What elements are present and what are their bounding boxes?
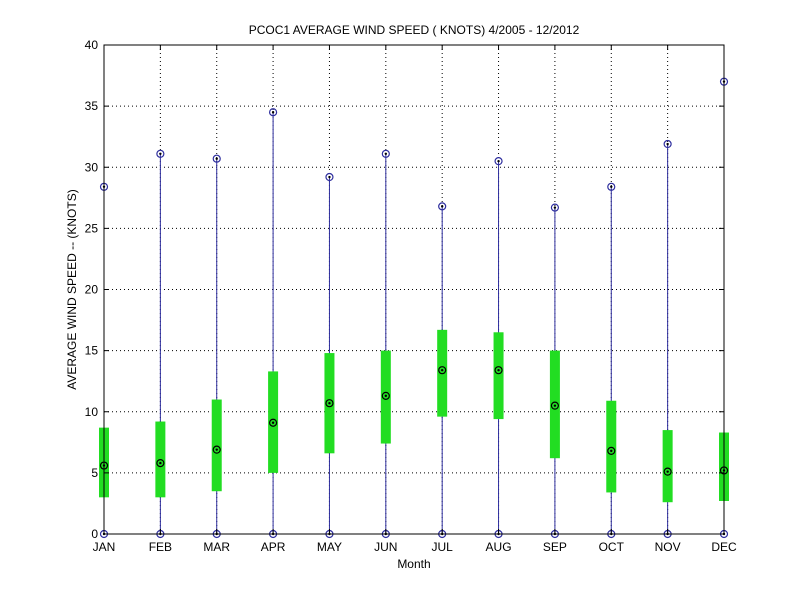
- x-axis-title: Month: [397, 557, 430, 571]
- median-marker-dot: [666, 470, 669, 473]
- axis-ticks: 0 5 10 15 20 25 30 35 40 JAN FEB MAR APR MAY JUN JUL AUG…: [85, 38, 737, 554]
- box-apr: [268, 108, 279, 539]
- median-marker: [550, 401, 560, 410]
- median-marker: [381, 391, 390, 400]
- x-tick-label: JAN: [93, 540, 116, 554]
- max-marker: [268, 108, 278, 117]
- x-tick-label: JUN: [374, 540, 397, 554]
- box-series: [99, 77, 729, 539]
- y-tick-label: 25: [85, 221, 99, 235]
- median-marker: [268, 418, 278, 427]
- median-marker: [663, 467, 672, 476]
- max-marker-dot: [215, 157, 218, 160]
- box-jun: [380, 149, 391, 539]
- median-marker: [325, 399, 334, 408]
- median-marker-dot: [384, 394, 388, 398]
- median-marker-dot: [328, 401, 331, 405]
- max-marker-dot: [553, 206, 557, 209]
- max-marker: [212, 154, 221, 163]
- median-marker: [438, 366, 447, 375]
- x-tick-label: JUL: [432, 540, 454, 554]
- y-tick-label: 20: [85, 283, 99, 297]
- max-marker-dot: [384, 152, 388, 156]
- x-tick-label: SEP: [543, 540, 567, 554]
- median-marker-dot: [497, 368, 500, 372]
- box-feb: [155, 149, 166, 539]
- y-tick-label: 10: [85, 405, 99, 419]
- box-mar: [211, 154, 222, 539]
- y-tick-label: 0: [91, 527, 98, 541]
- x-tick-label: MAY: [317, 540, 342, 554]
- y-tick-label: 40: [85, 38, 99, 52]
- x-tick-label: MAR: [203, 540, 230, 554]
- max-marker-dot: [271, 111, 275, 114]
- median-marker: [156, 458, 165, 468]
- max-marker-dot: [666, 142, 669, 146]
- median-marker-dot: [610, 449, 613, 453]
- y-tick-label: 5: [91, 466, 98, 480]
- median-marker-dot: [440, 368, 444, 372]
- max-marker: [156, 149, 165, 158]
- chart-title: PCOC1 AVERAGE WIND SPEED ( KNOTS) 4/2005…: [249, 23, 580, 37]
- iqr-box: [606, 400, 617, 493]
- max-marker-dot: [497, 159, 500, 163]
- x-tick-label: FEB: [149, 540, 172, 554]
- x-tick-label: DEC: [711, 540, 737, 554]
- max-marker-dot: [440, 205, 444, 208]
- y-axis-title: AVERAGE WIND SPEED -- (KNOTS): [65, 189, 79, 389]
- max-marker: [325, 172, 334, 182]
- median-marker-dot: [271, 421, 275, 424]
- max-marker: [438, 202, 447, 211]
- median-marker-dot: [159, 461, 162, 465]
- max-marker: [494, 157, 503, 166]
- max-marker-dot: [328, 175, 331, 179]
- median-marker-dot: [215, 448, 218, 451]
- max-marker: [381, 149, 390, 158]
- box-oct: [606, 182, 617, 539]
- median-marker: [607, 446, 616, 455]
- x-tick-label: AUG: [486, 540, 512, 554]
- iqr-box: [549, 350, 560, 459]
- iqr-box: [380, 350, 391, 444]
- y-tick-label: 15: [85, 344, 99, 358]
- grid-lines: [104, 45, 724, 534]
- box-aug: [493, 157, 504, 539]
- box-sep: [549, 203, 560, 539]
- y-tick-label: 30: [85, 160, 99, 174]
- max-marker-dot: [159, 152, 162, 156]
- box-jul: [437, 202, 448, 539]
- median-marker-dot: [553, 404, 557, 407]
- y-tick-label: 35: [85, 99, 99, 113]
- x-tick-label: APR: [261, 540, 286, 554]
- max-marker: [663, 139, 672, 149]
- x-tick-label: NOV: [655, 540, 681, 554]
- iqr-box: [662, 430, 673, 503]
- max-marker: [607, 182, 616, 191]
- box-nov: [662, 139, 673, 539]
- iqr-box: [211, 399, 222, 492]
- box-may: [324, 172, 335, 539]
- median-marker: [494, 366, 503, 375]
- iqr-box: [493, 332, 504, 420]
- max-marker: [550, 203, 560, 212]
- x-tick-label: OCT: [599, 540, 625, 554]
- median-marker: [212, 445, 221, 454]
- max-marker-dot: [610, 185, 613, 189]
